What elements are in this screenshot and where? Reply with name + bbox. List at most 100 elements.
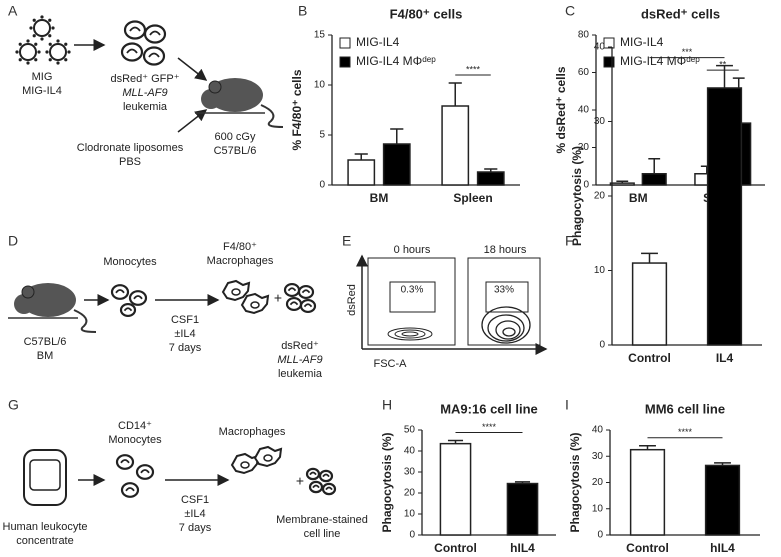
- label: cell line: [304, 528, 341, 540]
- y-tick-label: 5: [319, 130, 325, 141]
- bar: [706, 87, 743, 346]
- panel-label: B: [298, 3, 307, 19]
- label: Macrophages: [219, 426, 286, 438]
- x-tick-label: BM: [370, 191, 389, 205]
- cell-nucleus: [133, 295, 143, 300]
- cell-nucleus: [140, 469, 150, 474]
- label: CSF1: [181, 494, 209, 506]
- virus-spike: [45, 50, 49, 54]
- cell: [321, 482, 337, 496]
- chart-title: MA9:16 cell line: [440, 401, 538, 416]
- y-tick-label: 10: [314, 80, 326, 91]
- label: 33%: [494, 285, 514, 296]
- panel-label: G: [8, 397, 19, 413]
- y-tick-label: 20: [592, 477, 604, 488]
- bar: [631, 262, 668, 346]
- contour: [481, 306, 531, 344]
- cell-nucleus: [123, 307, 133, 312]
- y-tick-label: 0: [583, 180, 589, 191]
- y-tick-label: 50: [404, 425, 416, 436]
- blood-bag: [23, 449, 67, 506]
- virus-spike: [64, 58, 68, 62]
- label: dsRed⁺ GFP⁺: [110, 73, 179, 85]
- x-tick-label: hIL4: [510, 541, 535, 555]
- y-axis-label: Phagocytosis (%): [380, 432, 394, 532]
- cell: [299, 298, 317, 314]
- error-bar: [648, 158, 661, 174]
- y-tick-label: 10: [594, 265, 606, 276]
- y-tick-label: 40: [578, 105, 590, 116]
- label: F4/80⁺: [223, 241, 257, 253]
- mouse-tail: [260, 104, 284, 128]
- macrophage-nucleus: [263, 454, 273, 462]
- error-bar: [716, 64, 733, 88]
- cell: [135, 464, 155, 480]
- gate: [485, 281, 529, 313]
- cell: [305, 467, 321, 481]
- cell-nucleus: [148, 52, 160, 58]
- label: BM: [37, 350, 54, 362]
- error-bar: [714, 462, 731, 466]
- virus-spike: [40, 15, 44, 19]
- cell-nucleus: [149, 30, 161, 36]
- cell: [119, 302, 137, 318]
- label: MIG: [32, 71, 53, 83]
- axis-label: FSC-A: [374, 358, 408, 370]
- cell: [142, 46, 166, 66]
- cell-nucleus: [129, 26, 141, 32]
- legend-swatch: [603, 56, 615, 68]
- virus-spike: [34, 58, 38, 62]
- legend-swatch: [603, 37, 615, 49]
- cell-nucleus: [301, 289, 311, 294]
- bar: [382, 143, 411, 186]
- x-tick-label: BM: [629, 191, 648, 205]
- contour: [387, 327, 433, 341]
- macrophage-nucleus: [240, 461, 250, 469]
- cell: [283, 282, 301, 298]
- y-tick-label: 30: [404, 467, 416, 478]
- label: +: [296, 473, 304, 489]
- contour: [502, 327, 516, 337]
- virus: [49, 43, 67, 61]
- virus-spike: [32, 18, 36, 22]
- cell: [123, 20, 147, 40]
- y-axis-label: Phagocytosis (%): [570, 146, 584, 246]
- bar: [439, 442, 472, 536]
- contour: [394, 329, 426, 339]
- x-tick-label: Spleen: [453, 191, 492, 205]
- chart-title: F4/80⁺ cells: [390, 6, 463, 21]
- macrophage: [240, 292, 270, 315]
- legend-swatch: [339, 37, 351, 49]
- label: 7 days: [179, 522, 212, 534]
- panel-label: H: [382, 397, 392, 413]
- y-tick-label: 80: [578, 30, 590, 41]
- contour: [487, 314, 525, 342]
- virus-spike: [48, 42, 52, 46]
- virus-spike: [32, 34, 36, 38]
- bar: [704, 464, 741, 536]
- mouse-ear: [21, 285, 35, 299]
- chart-title: dsRed⁺ cells: [641, 6, 720, 21]
- cell: [318, 469, 334, 483]
- contour: [495, 320, 521, 340]
- y-tick-label: 0: [599, 340, 605, 351]
- mouse-ear: [208, 80, 222, 94]
- cell: [143, 24, 167, 44]
- virus-spike: [56, 61, 60, 65]
- error-bar: [447, 439, 464, 444]
- virus-spike: [18, 42, 22, 46]
- contour: [401, 331, 419, 337]
- cell-nucleus: [126, 48, 138, 54]
- y-tick-label: 40: [594, 42, 606, 53]
- panel-label: D: [8, 233, 18, 249]
- macrophage: [230, 452, 260, 475]
- cell-nucleus: [115, 289, 125, 294]
- label: concentrate: [16, 535, 73, 547]
- label: 7 days: [169, 342, 202, 354]
- mouse-tail: [73, 309, 97, 333]
- cell: [120, 482, 140, 498]
- virus-spike: [48, 34, 52, 38]
- legend-label: MIG-IL4 MΦᵈᵉᵖ: [356, 54, 436, 68]
- virus-spike: [48, 18, 52, 22]
- cell-nucleus: [325, 486, 333, 491]
